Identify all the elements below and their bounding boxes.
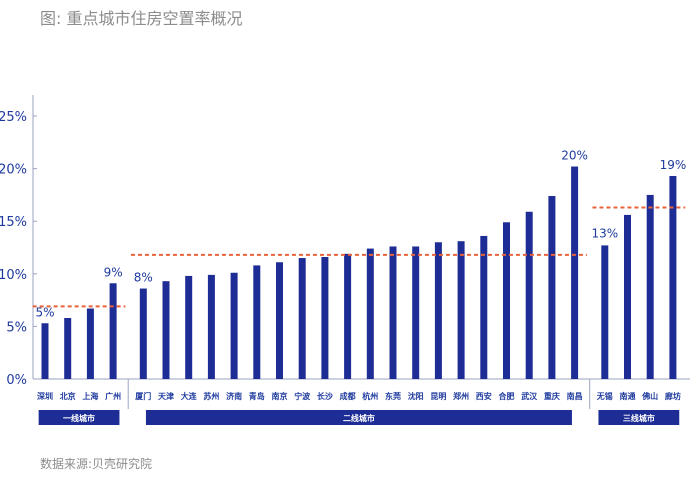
x-tick-label: 无锡	[596, 391, 613, 401]
group-label: 三线城市	[623, 413, 655, 423]
x-tick-label: 长沙	[317, 391, 333, 401]
bar	[366, 248, 374, 379]
bar	[253, 265, 261, 379]
x-tick-label: 成都	[340, 391, 356, 401]
bar	[624, 214, 631, 379]
bar	[548, 195, 556, 379]
x-tick-label: 西安	[476, 391, 492, 401]
x-tick-label: 南京	[272, 391, 288, 401]
bar	[412, 246, 420, 379]
x-tick-label: 北京	[60, 391, 76, 401]
x-tick-label: 昆明	[430, 391, 446, 401]
bar	[344, 253, 352, 379]
data-label: 9%	[104, 265, 123, 279]
x-tick-label: 南昌	[567, 391, 583, 401]
bar	[41, 323, 49, 379]
bar	[389, 246, 397, 379]
x-tick-label: 佛山	[641, 391, 658, 401]
bar	[230, 272, 238, 379]
bar	[601, 245, 609, 379]
group-box	[145, 410, 572, 425]
bar	[457, 241, 465, 379]
bar	[64, 317, 72, 379]
x-tick-label: 青岛	[249, 391, 265, 401]
group-box	[38, 410, 120, 425]
bar	[669, 175, 677, 379]
bar	[139, 288, 147, 379]
y-tick-label: 15%	[0, 215, 27, 230]
x-tick-label: 武汉	[521, 391, 538, 401]
x-tick-label: 郑州	[453, 391, 469, 401]
x-tick-label: 济南	[226, 391, 242, 401]
bar	[207, 274, 215, 379]
group-box	[598, 410, 680, 425]
bar	[434, 242, 442, 379]
bar	[86, 308, 94, 379]
source-note: 数据来源:贝壳研究院	[40, 457, 153, 471]
bar	[646, 194, 654, 379]
x-tick-label: 重庆	[544, 391, 560, 401]
x-tick-label: 沈阳	[408, 391, 424, 401]
x-tick-label: 合肥	[498, 391, 515, 401]
y-tick-label: 0%	[6, 373, 27, 388]
group-label: 一线城市	[63, 413, 95, 423]
bar	[503, 222, 510, 379]
x-tick-label: 厦门	[135, 391, 151, 401]
group-label: 二线城市	[343, 413, 375, 423]
x-tick-label: 大连	[181, 391, 198, 401]
y-tick-label: 5%	[6, 320, 27, 335]
bar	[298, 258, 306, 379]
bar	[185, 275, 193, 379]
bar	[276, 262, 283, 379]
x-tick-label: 苏州	[203, 391, 219, 401]
x-tick-label: 天津	[158, 391, 174, 401]
x-tick-label: 杭州	[362, 391, 378, 401]
x-tick-label: 东莞	[385, 391, 401, 401]
y-tick-label: 25%	[0, 110, 27, 125]
data-label: 19%	[660, 158, 687, 172]
data-label: 20%	[561, 149, 588, 163]
bar	[480, 235, 488, 379]
chart-title: 图: 重点城市住房空置率概况	[40, 9, 243, 28]
x-tick-label: 广州	[105, 391, 121, 401]
x-tick-label: 深圳	[37, 391, 53, 401]
x-tick-label: 宁波	[294, 391, 311, 401]
bar	[321, 256, 329, 379]
y-tick-label: 20%	[0, 163, 27, 178]
x-tick-label: 廊坊	[665, 391, 681, 401]
bar	[162, 281, 170, 379]
data-label: 13%	[591, 226, 618, 240]
y-tick-label: 10%	[0, 268, 27, 283]
x-tick-label: 上海	[82, 391, 98, 401]
data-label: 5%	[35, 305, 54, 319]
bar	[109, 283, 117, 379]
bar	[525, 211, 533, 379]
data-label: 8%	[134, 271, 153, 285]
x-tick-label: 南通	[620, 391, 636, 401]
bar	[571, 166, 579, 379]
